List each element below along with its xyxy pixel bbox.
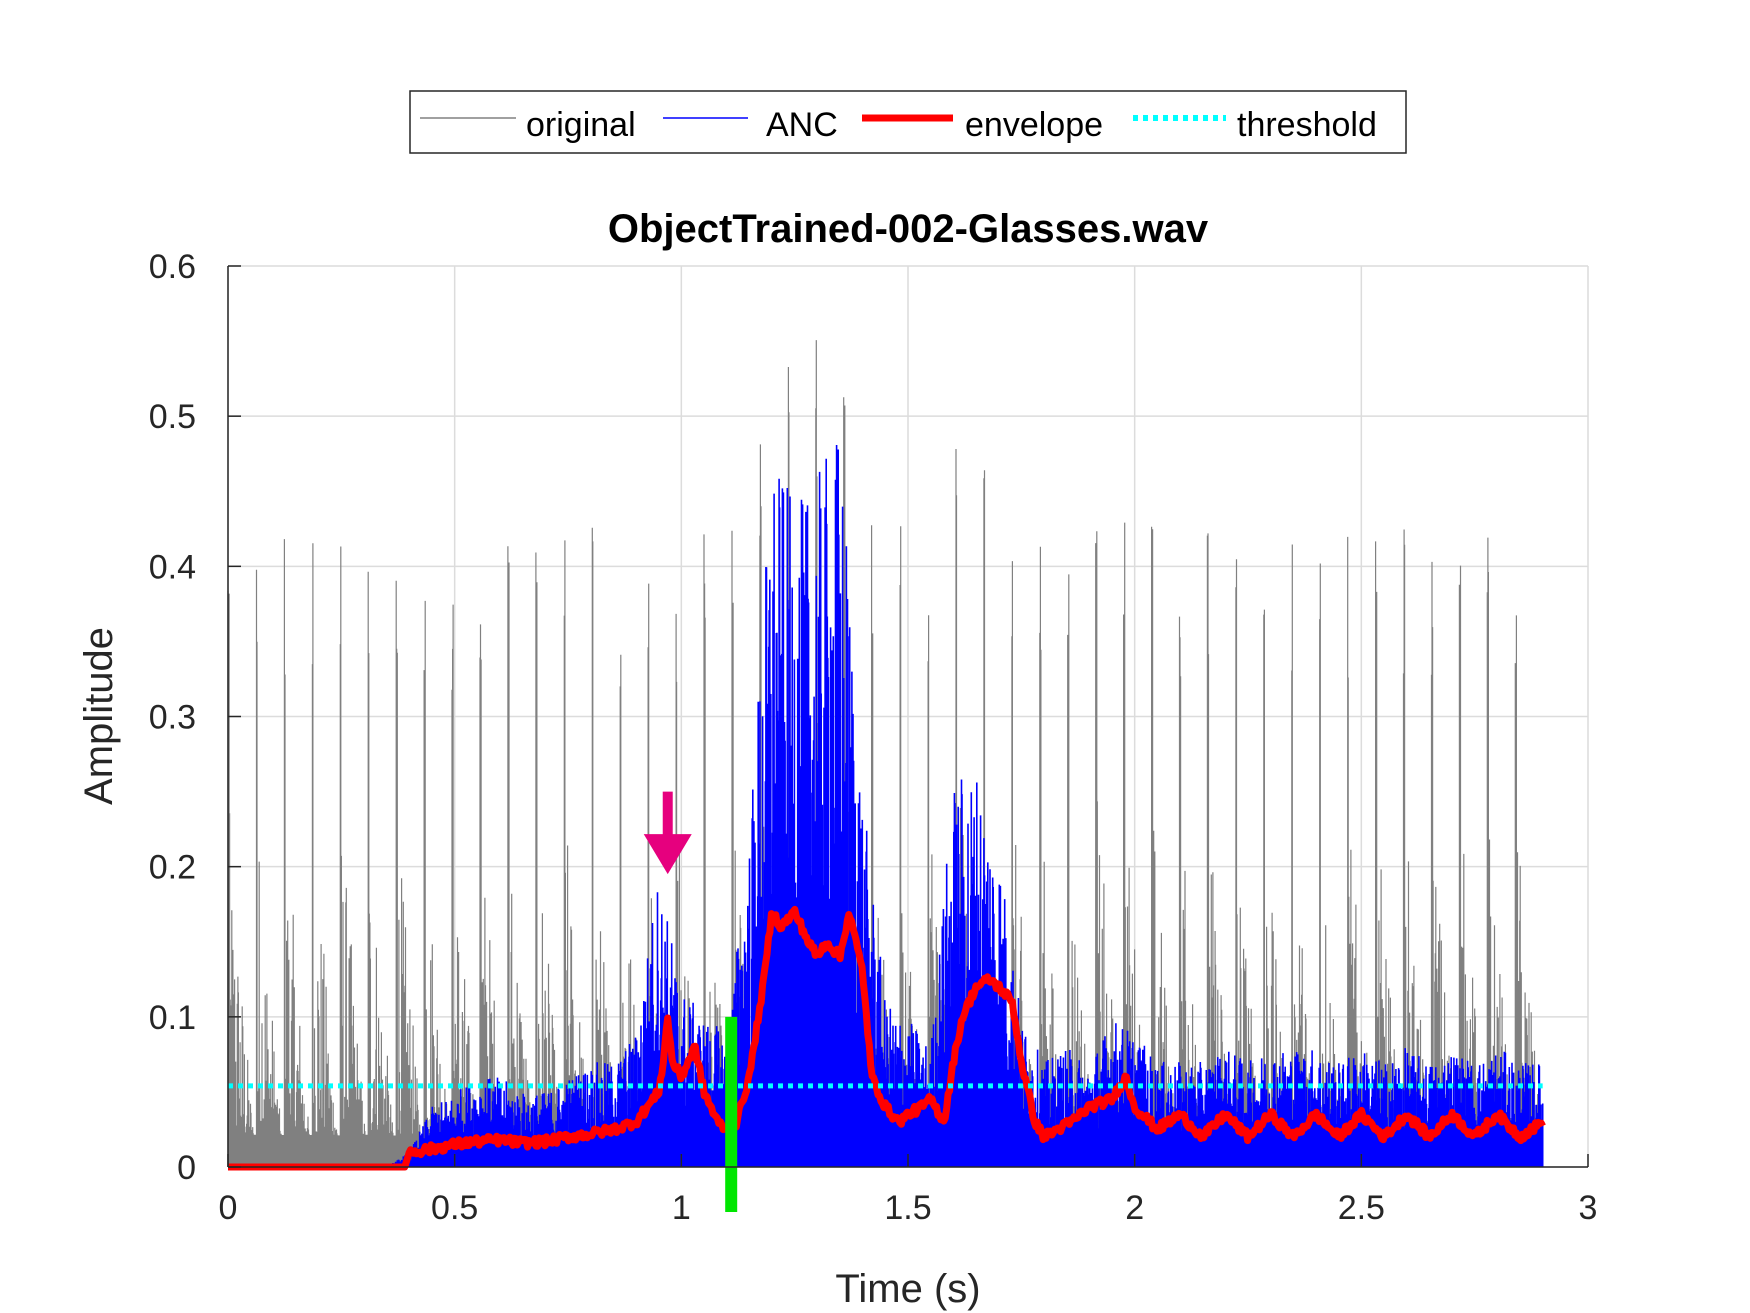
x-axis-label: Time (s) [835,1267,980,1311]
y-tick-label: 0.6 [149,248,196,286]
annotation-layer [643,791,738,1213]
y-tick-label: 0.1 [149,999,196,1037]
x-tick-label: 1 [672,1189,691,1227]
legend-label-anc: ANC [766,106,838,144]
y-tick-label: 0.2 [149,849,196,887]
legend-label-envelope: envelope [965,106,1103,144]
x-tick-label: 0.5 [431,1189,478,1227]
y-tick-label: 0.3 [149,699,196,737]
legend-entry-original: original [420,106,636,144]
ticks: 0 0.5 1 1.5 2 2.5 3 0 0.1 0.2 0.3 0.4 0.5 0.6 [149,248,1598,1227]
series-envelope [226,905,1546,1171]
y-tick-label: 0.5 [149,398,196,436]
x-tick-label: 3 [1579,1189,1598,1227]
x-tick-label: 2.5 [1338,1189,1385,1227]
legend: original ANC envelope threshold [409,90,1407,154]
x-tick-label: 2 [1125,1189,1144,1227]
legend-label-original: original [526,106,636,144]
onset-arrow [643,791,692,875]
legend-label-threshold: threshold [1237,106,1377,144]
x-tick-label: 1.5 [884,1189,931,1227]
legend-entry-anc: ANC [663,106,838,144]
chart-title: ObjectTrained-002-Glasses.wav [608,207,1209,251]
x-tick-label: 0 [219,1189,238,1227]
y-tick-label: 0.4 [149,548,196,586]
legend-entry-threshold: threshold [1133,106,1377,144]
y-axis-label: Amplitude [77,627,121,805]
y-tick-label: 0 [177,1149,196,1187]
legend-entry-envelope: envelope [862,106,1103,144]
legend-box [409,90,1407,154]
